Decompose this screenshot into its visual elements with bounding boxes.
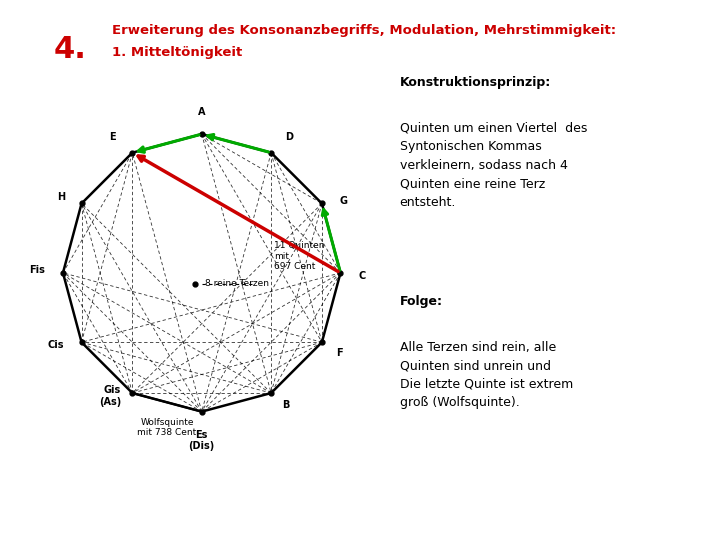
Text: 1. Mitteltönigkeit: 1. Mitteltönigkeit: [112, 46, 242, 59]
Text: Fis: Fis: [29, 265, 45, 275]
Text: B: B: [282, 400, 289, 410]
Text: D: D: [285, 132, 293, 141]
Text: 4.: 4.: [54, 35, 87, 64]
Text: 11 Quinten
mit
697 Cent: 11 Quinten mit 697 Cent: [274, 241, 325, 271]
Text: Gis
(As): Gis (As): [99, 386, 121, 407]
Text: H: H: [57, 192, 65, 201]
Text: G: G: [340, 195, 348, 206]
Text: Erweiterung des Konsonanzbegriffs, Modulation, Mehrstimmigkeit:: Erweiterung des Konsonanzbegriffs, Modul…: [112, 24, 616, 37]
Text: Cis: Cis: [47, 340, 63, 350]
Text: F: F: [336, 348, 343, 359]
Text: Folge:: Folge:: [400, 295, 443, 308]
Text: E: E: [109, 132, 116, 141]
Text: Quinten um einen Viertel  des
Syntonischen Kommas
verkleinern, sodass nach 4
Qui: Quinten um einen Viertel des Syntonische…: [400, 122, 587, 209]
Text: Es
(Dis): Es (Dis): [189, 430, 215, 451]
Text: Alle Terzen sind rein, alle
Quinten sind unrein und
Die letzte Quinte ist extrem: Alle Terzen sind rein, alle Quinten sind…: [400, 341, 573, 409]
Text: 8 reine Terzen: 8 reine Terzen: [204, 280, 269, 288]
Text: A: A: [198, 107, 205, 118]
Text: Wolfsquinte
mit 738 Cent: Wolfsquinte mit 738 Cent: [138, 417, 197, 437]
Text: Konstruktionsprinzip:: Konstruktionsprinzip:: [400, 76, 551, 89]
Text: C: C: [359, 271, 366, 281]
